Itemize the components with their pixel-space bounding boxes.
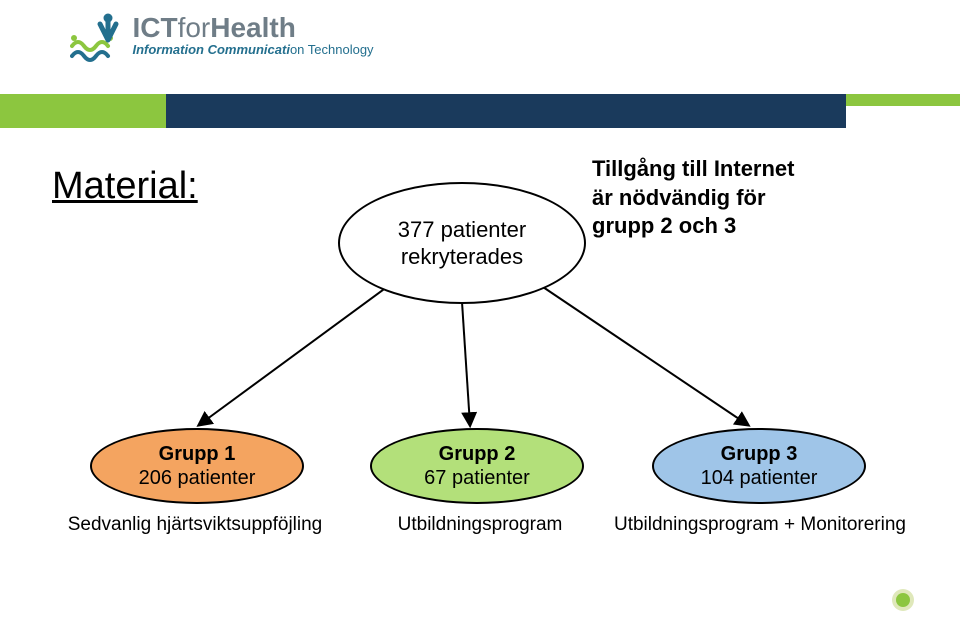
group-caption-1: Sedvanlig hjärtsviktsuppföjling (50, 514, 340, 536)
logo-title: ICTforHealth (132, 12, 373, 44)
logo-sub-a: Informa (132, 42, 180, 57)
logo: ICTforHealth Information Communication T… (70, 12, 374, 75)
group-node-2: Grupp 267 patienter (370, 428, 584, 504)
group-title-2: Grupp 2 (439, 443, 516, 465)
internet-note: Tillgång till Internet är nödvändig för … (592, 155, 795, 241)
root-line1: 377 patienter (398, 216, 526, 244)
root-line2: rekryterades (398, 243, 526, 271)
group-subtitle-1: 206 patienter (139, 467, 256, 489)
header-bar-green (0, 94, 166, 128)
page-title: Material: (52, 165, 198, 208)
logo-sub-b: on Communica (188, 42, 282, 57)
logo-mark-icon (70, 12, 122, 75)
group-subtitle-3: 104 patienter (701, 467, 818, 489)
note-line3: grupp 2 och 3 (592, 212, 795, 241)
logo-sub-c: on Technology (290, 42, 374, 57)
header-bar-navy (166, 94, 846, 128)
group-caption-2: Utbildningsprogram (380, 514, 580, 536)
note-line1: Tillgång till Internet (592, 155, 795, 184)
group-node-1: Grupp 1206 patienter (90, 428, 304, 504)
group-caption-3: Utbildningsprogram + Monitorering (600, 514, 920, 536)
logo-health: Health (210, 12, 296, 43)
group-node-3: Grupp 3104 patienter (652, 428, 866, 504)
logo-subtitle: Information Communication Technology (132, 42, 373, 57)
group-title-3: Grupp 3 (721, 443, 798, 465)
logo-for: for (178, 12, 211, 43)
root-node: 377 patienter rekryterades (338, 182, 586, 304)
logo-text: ICTforHealth Information Communication T… (132, 12, 373, 57)
group-title-1: Grupp 1 (159, 443, 236, 465)
footer-dot-inner (896, 593, 910, 607)
slide: ICTforHealth Information Communication T… (0, 0, 960, 629)
logo-ict: ICT (132, 12, 177, 43)
group-subtitle-2: 67 patienter (424, 467, 530, 489)
note-line2: är nödvändig för (592, 184, 795, 213)
header-bar-green-right (846, 94, 960, 106)
